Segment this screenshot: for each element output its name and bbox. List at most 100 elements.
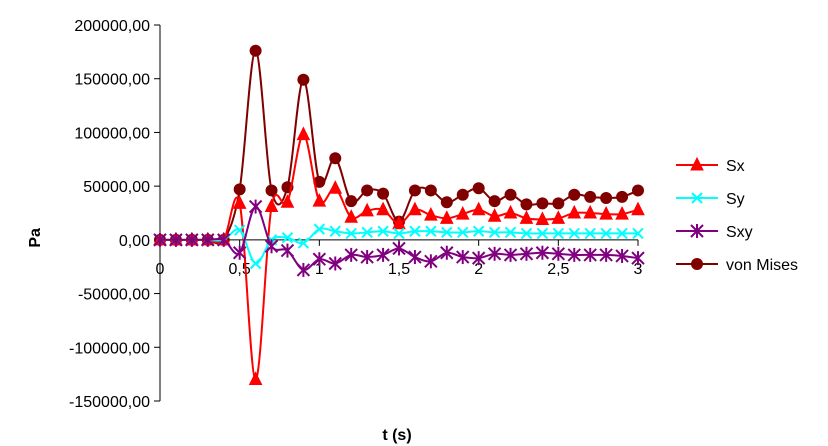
data-point-von-mises <box>616 190 629 203</box>
data-point-sxy <box>248 199 263 214</box>
y-tick-label: 200000,00 <box>74 18 150 35</box>
data-point-sy <box>361 226 373 239</box>
data-point-sy <box>568 227 580 240</box>
data-point-sy <box>584 227 596 240</box>
data-point-sy <box>313 223 326 235</box>
data-point-sx <box>631 201 645 216</box>
data-point-sxy <box>424 254 438 269</box>
data-point-sx <box>471 201 486 216</box>
legend-item-von-mises: von Mises <box>676 257 798 274</box>
data-point-sx <box>455 205 470 220</box>
data-point-sxy <box>392 241 406 256</box>
data-point-sxy <box>169 232 183 247</box>
legend-marker <box>691 192 703 204</box>
series-layer <box>153 44 645 386</box>
data-point-sx <box>232 195 247 209</box>
data-point-sx <box>296 126 311 141</box>
data-point-sy <box>281 232 294 244</box>
data-point-sx <box>487 208 502 222</box>
x-tick-label: 1 <box>315 261 324 278</box>
data-point-von-mises <box>345 195 358 208</box>
data-point-sxy <box>583 247 597 262</box>
data-point-sy <box>632 227 644 240</box>
data-point-sx <box>376 201 390 216</box>
x-tick-label: 2,5 <box>547 261 569 278</box>
data-point-von-mises <box>520 198 533 211</box>
data-point-sx <box>439 210 454 224</box>
data-point-sy <box>536 227 549 240</box>
data-point-von-mises <box>313 175 326 188</box>
data-point-von-mises <box>440 196 453 209</box>
data-point-von-mises <box>488 195 501 208</box>
data-point-sx <box>248 371 263 386</box>
data-point-sxy <box>232 245 247 260</box>
data-point-sx <box>360 202 374 217</box>
data-point-sy <box>425 225 437 237</box>
x-tick-label: 1,5 <box>388 261 410 278</box>
data-point-sxy <box>296 262 311 277</box>
data-point-von-mises <box>456 188 469 201</box>
legend-label: Sxy <box>726 224 753 241</box>
y-tick-label: 50000,00 <box>83 179 150 196</box>
legend: Sx Sy Sxy von Mises <box>676 156 798 274</box>
series-sxy <box>153 199 645 277</box>
data-point-sxy <box>631 251 645 266</box>
data-point-sxy <box>440 245 454 260</box>
data-point-von-mises <box>584 190 597 203</box>
data-point-von-mises <box>600 191 613 204</box>
data-point-sx <box>503 204 518 219</box>
data-point-sxy <box>312 252 327 267</box>
data-point-sx <box>408 201 422 216</box>
data-point-sxy <box>185 232 199 247</box>
data-point-sxy <box>487 246 502 261</box>
y-tick-label: -100000,00 <box>69 340 150 357</box>
data-point-sy <box>233 224 246 236</box>
data-point-von-mises <box>408 184 421 197</box>
data-point-von-mises <box>249 44 262 57</box>
data-point-sxy <box>535 245 550 260</box>
data-point-sy <box>488 226 501 239</box>
data-point-sxy <box>471 251 486 266</box>
data-point-sx <box>615 205 629 220</box>
data-point-von-mises <box>552 197 565 210</box>
data-point-von-mises <box>233 183 246 196</box>
data-point-von-mises <box>329 152 342 165</box>
data-point-sy <box>249 257 262 270</box>
data-point-sxy <box>599 247 613 262</box>
legend-item-sy: Sy <box>676 191 745 208</box>
data-point-von-mises <box>568 188 581 201</box>
legend-marker <box>690 156 704 171</box>
data-point-sxy <box>567 247 581 262</box>
y-tick-label: -50000,00 <box>78 287 150 304</box>
data-point-sxy <box>503 247 518 262</box>
legend-marker <box>690 224 704 238</box>
data-point-sx <box>567 204 582 219</box>
data-point-sx <box>583 204 598 219</box>
data-point-sx <box>424 207 438 221</box>
data-point-sy <box>472 225 485 237</box>
data-point-sxy <box>201 232 215 247</box>
data-point-sxy <box>551 246 566 261</box>
data-point-sy <box>297 237 310 249</box>
data-point-von-mises <box>361 184 374 197</box>
series-line-sx <box>160 133 639 381</box>
data-point-sx <box>344 209 359 223</box>
y-tick-label: 150000,00 <box>74 72 150 89</box>
legend-label: Sy <box>726 191 745 208</box>
data-point-sx <box>551 210 566 224</box>
y-tick-label: 0,00 <box>119 233 150 250</box>
x-tick-label: 0 <box>156 261 165 278</box>
x-tick-label: 3 <box>634 261 643 278</box>
data-point-sxy <box>408 250 422 265</box>
series-sx <box>153 126 645 386</box>
data-point-sxy <box>615 248 629 263</box>
legend-item-sxy: Sxy <box>676 224 753 241</box>
data-point-sxy <box>217 232 231 247</box>
data-point-sxy <box>360 250 374 265</box>
data-point-von-mises <box>472 182 485 195</box>
data-point-sx <box>392 215 406 230</box>
x-tick-label: 2 <box>474 261 483 278</box>
data-point-sy <box>329 225 341 237</box>
legend-marker <box>691 258 703 270</box>
data-point-sx <box>535 211 550 225</box>
